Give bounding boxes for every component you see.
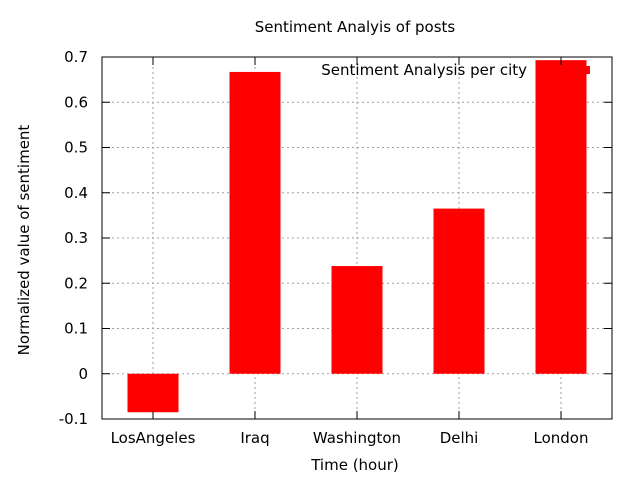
y-tick-label: 0.5	[64, 139, 88, 157]
y-tick-label: 0.3	[64, 229, 88, 247]
y-tick-label: 0.4	[64, 184, 88, 202]
bar-delhi	[433, 208, 485, 374]
legend-swatch	[536, 66, 590, 74]
x-tick-label: London	[534, 429, 589, 447]
x-tick-label: Iraq	[240, 429, 269, 447]
y-tick-label: 0.2	[64, 274, 88, 292]
x-tick-label: LosAngeles	[111, 429, 196, 447]
chart-title: Sentiment Analyis of posts	[255, 18, 456, 36]
bar-losangeles	[127, 373, 179, 413]
x-axis-label: Time (hour)	[310, 456, 399, 474]
bar-washington	[331, 266, 383, 374]
bar-london	[535, 60, 587, 374]
y-tick-label: -0.1	[59, 410, 88, 428]
legend-label: Sentiment Analysis per city	[321, 61, 527, 79]
y-tick-label: 0.1	[64, 320, 88, 338]
bars	[127, 60, 587, 413]
x-tick-label: Delhi	[440, 429, 479, 447]
axis-ticks: -0.1 0 0.1 0.2 0.3 0.4 0.5 0.6 0.7 LosAngeles Iraq…	[59, 48, 612, 447]
y-axis-label: Normalized value of sentiment	[15, 125, 33, 356]
bar-iraq	[229, 71, 281, 374]
y-tick-label: 0.7	[64, 48, 88, 66]
y-tick-label: 0	[78, 365, 88, 383]
y-tick-label: 0.6	[64, 93, 88, 111]
x-tick-label: Washington	[313, 429, 401, 447]
